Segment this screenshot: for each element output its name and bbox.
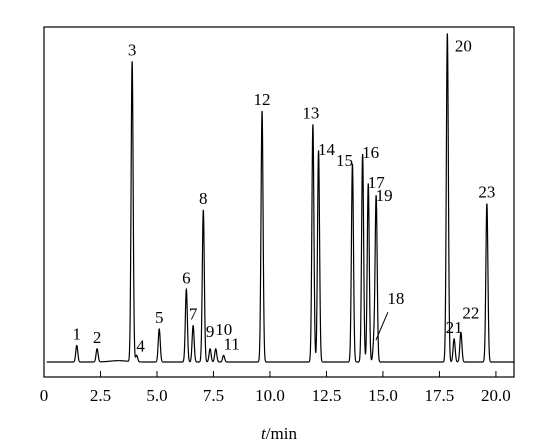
x-axis-ticks xyxy=(43,371,497,377)
x-tick-label: 5.0 xyxy=(146,386,167,405)
peak-label-4: 4 xyxy=(136,336,145,355)
x-tick-label: 12.5 xyxy=(312,386,342,405)
peak-label-22: 22 xyxy=(462,303,479,322)
x-tick-label: 17.5 xyxy=(425,386,455,405)
x-tick-label: 2.5 xyxy=(90,386,111,405)
peak-label-5: 5 xyxy=(155,308,164,327)
x-tick-label: 0 xyxy=(40,386,49,405)
peak-label-7: 7 xyxy=(189,305,198,324)
peak-label-2: 2 xyxy=(93,328,102,347)
chromatogram-trace xyxy=(46,33,514,363)
peak-leader-lines xyxy=(375,312,389,341)
peak-label-9: 9 xyxy=(206,322,215,341)
peak-label-23: 23 xyxy=(478,183,495,202)
peak-label-15: 15 xyxy=(336,151,353,170)
x-tick-label: 15.0 xyxy=(368,386,398,405)
peak-label-3: 3 xyxy=(128,41,137,60)
x-tick-label: 10.0 xyxy=(255,386,285,405)
peak-label-8: 8 xyxy=(199,189,208,208)
peak-label-19: 19 xyxy=(376,186,393,205)
peak-label-21: 21 xyxy=(446,318,463,337)
peak-label-10: 10 xyxy=(215,320,232,339)
x-axis-title-unit: /min xyxy=(266,424,298,443)
peak-label-20: 20 xyxy=(455,37,472,56)
x-axis-title-variable: t xyxy=(261,424,267,443)
peak-label-17: 17 xyxy=(368,173,386,192)
x-axis-title: t/min xyxy=(261,424,297,443)
x-tick-label: 20.0 xyxy=(481,386,511,405)
peak-label-11: 11 xyxy=(223,334,239,353)
peak-label-6: 6 xyxy=(182,268,191,287)
peak-label-18: 18 xyxy=(387,289,404,308)
plot-frame xyxy=(43,26,515,378)
peak-label-1: 1 xyxy=(73,325,82,344)
peak-18-leader xyxy=(375,312,389,341)
x-axis-tick-labels: 0 2.5 5.0 7.5 10.0 12.5 15.0 17.5 20.0 xyxy=(40,386,511,405)
peak-label-13: 13 xyxy=(302,103,319,122)
peak-label-14: 14 xyxy=(318,140,336,159)
x-tick-label: 7.5 xyxy=(203,386,224,405)
peak-label-12: 12 xyxy=(254,90,271,109)
peak-label-16: 16 xyxy=(362,143,379,162)
